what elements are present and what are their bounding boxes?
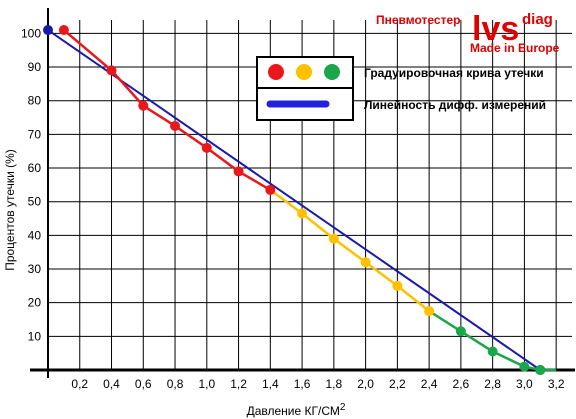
- x-axis-title: Давление КГ/СМ2: [247, 402, 346, 418]
- x-axis-title-superscript: 2: [340, 402, 346, 413]
- series-line-calibration-segment: [269, 188, 430, 313]
- x-tick-label: 3,2: [548, 377, 565, 391]
- series-line-linearity: [47, 29, 541, 371]
- point-calibration: [487, 346, 498, 357]
- x-tick-label: 1,6: [294, 377, 311, 391]
- y-tick-label: 60: [28, 161, 42, 175]
- point-calibration: [138, 100, 149, 111]
- x-tick-label: 1,2: [230, 377, 247, 391]
- legend-dot-green: [324, 64, 340, 80]
- legend-label-linear: Линейность дифф. измерений: [364, 98, 546, 112]
- series-line-calibration-segment: [63, 29, 271, 191]
- x-tick-label: 2,4: [421, 377, 438, 391]
- x-tick-label: 2,0: [357, 377, 374, 391]
- y-tick-label: 50: [28, 195, 42, 209]
- x-tick-label: 2,6: [453, 377, 470, 391]
- x-tick-label: 1,4: [262, 377, 279, 391]
- point-calibration: [201, 142, 212, 153]
- point-calibration: [265, 184, 276, 195]
- point-linearity: [43, 25, 53, 36]
- legend: Градуировочная крива утечки Линейность д…: [256, 56, 546, 121]
- point-calibration: [170, 120, 181, 131]
- point-calibration: [233, 166, 244, 177]
- x-tick-label: 0,8: [167, 377, 184, 391]
- y-tick-label: 20: [28, 296, 42, 310]
- x-tick-label: 1,0: [198, 377, 215, 391]
- x-tick-label: 2,8: [484, 377, 501, 391]
- y-tick-label: 80: [28, 94, 42, 108]
- point-calibration: [535, 365, 546, 375]
- point-calibration: [519, 361, 530, 372]
- point-calibration: [328, 233, 339, 244]
- brand: Пневмотестер lvs diag Made in Europe: [376, 10, 560, 55]
- y-tick-label: 70: [28, 127, 42, 141]
- tick-labels: 0,2 0,4 0,6 0,8 1,0 1,2 1,4 1,6 1,8 2,0 2,2 2,4 2,6 2…: [21, 26, 565, 391]
- legend-dot-red: [268, 64, 284, 80]
- x-tick-label: 3,0: [516, 377, 533, 391]
- x-tick-label: 0,2: [71, 377, 88, 391]
- point-calibration: [58, 25, 69, 36]
- x-tick-label: 1,8: [325, 377, 342, 391]
- x-tick-label: 0,6: [135, 377, 152, 391]
- legend-label-curve: Градуировочная крива утечки: [364, 66, 544, 80]
- y-tick-label: 40: [28, 228, 42, 242]
- y-tick-label: 10: [28, 329, 42, 343]
- x-tick-label: 2,2: [389, 377, 406, 391]
- y-tick-label: 90: [28, 60, 42, 74]
- y-tick-label: 100: [21, 26, 41, 40]
- legend-dot-yellow: [296, 64, 312, 80]
- axes: [30, 8, 575, 378]
- brand-prefix: Пневмотестер: [376, 13, 460, 27]
- x-tick-label: 0,4: [103, 377, 120, 391]
- brand-logo-sub: diag: [522, 11, 553, 28]
- x-axis-title-main: Давление КГ/СМ: [247, 404, 340, 418]
- point-calibration: [455, 326, 466, 337]
- point-calibration: [297, 208, 308, 219]
- y-tick-label: 30: [28, 262, 42, 276]
- y-axis-title: Процентов утечки (%): [3, 149, 17, 271]
- series-points: [43, 25, 546, 375]
- brand-logo-main: lvs: [472, 10, 519, 48]
- point-calibration: [360, 257, 371, 268]
- point-calibration: [106, 65, 117, 76]
- brand-tagline: Made in Europe: [470, 41, 560, 55]
- point-calibration: [392, 280, 403, 291]
- point-calibration: [424, 306, 435, 317]
